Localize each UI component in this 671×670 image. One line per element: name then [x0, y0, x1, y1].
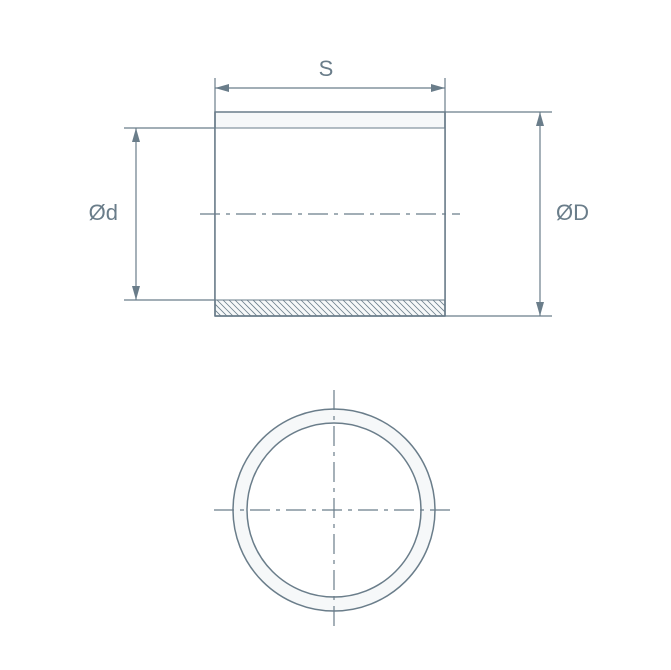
dim-d-arrow-top	[536, 112, 544, 126]
dim-s-label: S	[319, 56, 334, 81]
dim-d-label: ØD	[556, 200, 589, 225]
dim-id-arrow-top	[132, 128, 140, 142]
dimension-s: S	[215, 56, 445, 112]
dim-s-arrow-left	[215, 84, 229, 92]
dimension-inner-diameter: Ød	[89, 128, 215, 300]
dim-s-arrow-right	[431, 84, 445, 92]
dimension-outer-diameter: ØD	[445, 112, 589, 316]
dim-d-arrow-bottom	[536, 302, 544, 316]
bush-technical-drawing: S ØD Ød	[0, 0, 671, 670]
dim-id-label: Ød	[89, 200, 118, 225]
end-view	[214, 390, 454, 630]
side-view	[193, 112, 467, 316]
dim-id-arrow-bottom	[132, 286, 140, 300]
